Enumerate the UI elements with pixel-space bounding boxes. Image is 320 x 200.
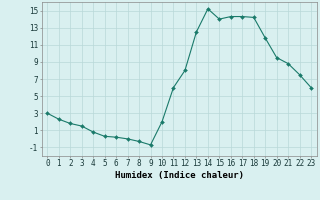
X-axis label: Humidex (Indice chaleur): Humidex (Indice chaleur) — [115, 171, 244, 180]
